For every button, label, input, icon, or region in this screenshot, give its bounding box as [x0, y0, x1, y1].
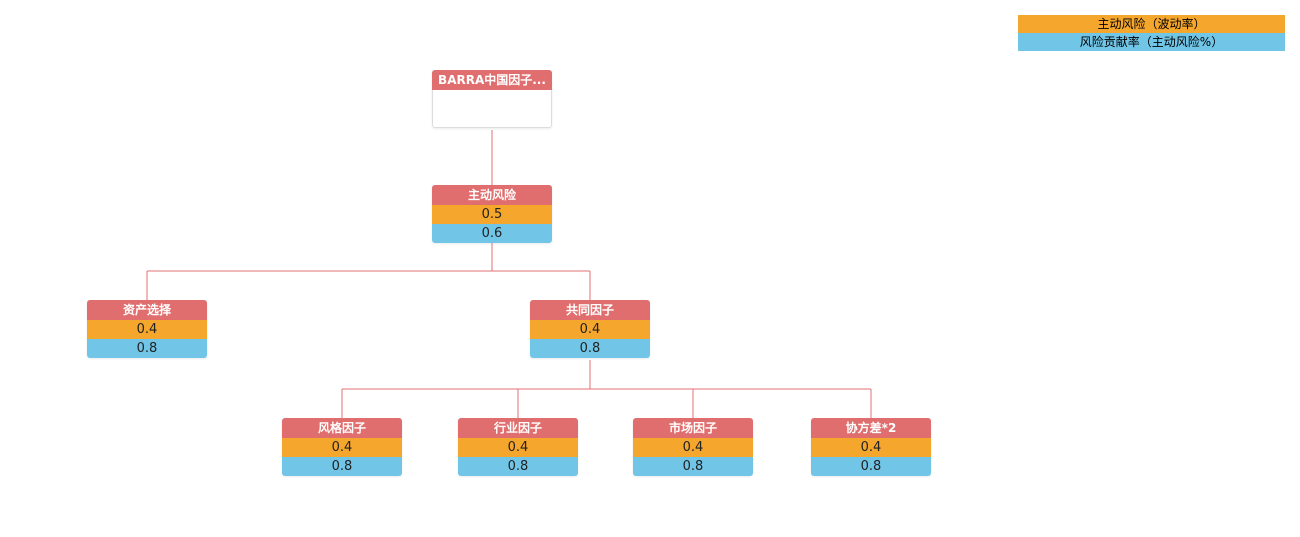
volatility-value: 0.4 [633, 438, 753, 457]
tree-node-style-factor[interactable]: 风格因子 0.4 0.8 [282, 418, 402, 476]
root-node-body [432, 90, 552, 128]
node-title: 主动风险 [432, 185, 552, 205]
node-title: 市场因子 [633, 418, 753, 438]
tree-node-industry-factor[interactable]: 行业因子 0.4 0.8 [458, 418, 578, 476]
tree-node-active-risk[interactable]: 主动风险 0.5 0.6 [432, 185, 552, 243]
tree-node-asset-selection[interactable]: 资产选择 0.4 0.8 [87, 300, 207, 358]
legend: 主动风险（波动率） 风险贡献率（主动风险%） [1018, 15, 1285, 51]
volatility-value: 0.4 [282, 438, 402, 457]
node-title: BARRA中国因子... [432, 70, 552, 90]
node-title: 风格因子 [282, 418, 402, 438]
contribution-value: 0.8 [87, 339, 207, 358]
node-title: 行业因子 [458, 418, 578, 438]
volatility-value: 0.4 [458, 438, 578, 457]
tree-node-root[interactable]: BARRA中国因子... [432, 70, 552, 128]
contribution-value: 0.6 [432, 224, 552, 243]
node-title: 协方差*2 [811, 418, 931, 438]
contribution-value: 0.8 [811, 457, 931, 476]
contribution-value: 0.8 [633, 457, 753, 476]
volatility-value: 0.5 [432, 205, 552, 224]
tree-node-covariance[interactable]: 协方差*2 0.4 0.8 [811, 418, 931, 476]
volatility-value: 0.4 [87, 320, 207, 339]
volatility-value: 0.4 [530, 320, 650, 339]
volatility-value: 0.4 [811, 438, 931, 457]
legend-item-contribution: 风险贡献率（主动风险%） [1018, 33, 1285, 51]
legend-item-volatility: 主动风险（波动率） [1018, 15, 1285, 33]
contribution-value: 0.8 [458, 457, 578, 476]
contribution-value: 0.8 [530, 339, 650, 358]
node-title: 资产选择 [87, 300, 207, 320]
tree-node-market-factor[interactable]: 市场因子 0.4 0.8 [633, 418, 753, 476]
tree-node-common-factor[interactable]: 共同因子 0.4 0.8 [530, 300, 650, 358]
node-title: 共同因子 [530, 300, 650, 320]
contribution-value: 0.8 [282, 457, 402, 476]
